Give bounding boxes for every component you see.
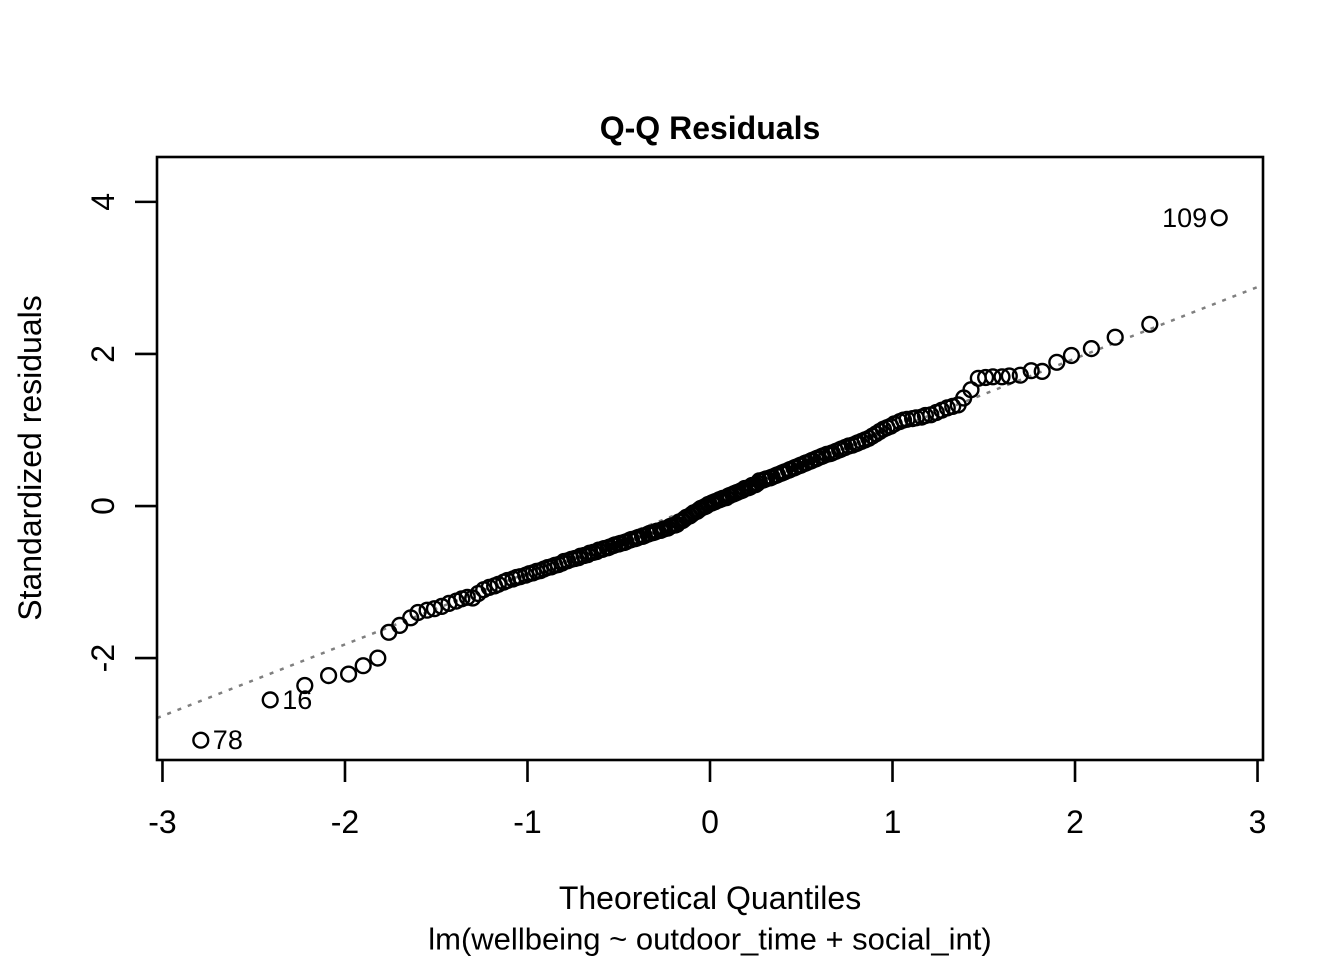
data-point (984, 368, 1002, 386)
x-tick-label: 2 (1066, 804, 1084, 840)
data-point (1141, 315, 1159, 333)
outlier-label-78: 78 (213, 725, 243, 755)
data-point (320, 666, 338, 685)
outlier-label-109: 109 (1162, 203, 1207, 233)
data-point (354, 657, 372, 675)
data-point (1210, 209, 1228, 227)
data-point (458, 588, 476, 606)
data-point (1011, 366, 1029, 384)
chart-title: Q-Q Residuals (600, 110, 821, 146)
x-axis: -3 -2 -1 0 1 2 3 (148, 760, 1266, 840)
data-point (1000, 367, 1018, 385)
data-point (296, 676, 314, 695)
data-point (1022, 362, 1040, 380)
data-point (993, 368, 1011, 386)
x-tick-label: -3 (148, 804, 176, 840)
y-tick-label: 4 (85, 193, 121, 211)
y-tick-label: 2 (85, 345, 121, 363)
y-axis-label: Standardized residuals (12, 295, 48, 621)
y-axis: -2 0 2 4 (85, 193, 157, 672)
data-point (1082, 340, 1101, 358)
points-layer (192, 209, 1228, 749)
data-point (1048, 353, 1066, 371)
data-point (1062, 346, 1081, 365)
data-point (261, 691, 279, 709)
y-tick-label: 0 (85, 497, 121, 515)
x-axis-label: Theoretical Quantiles (559, 880, 861, 916)
x-tick-label: 3 (1249, 804, 1267, 840)
data-point (192, 731, 210, 749)
outlier-labels-layer: 78 16 109 (213, 203, 1207, 755)
x-tick-label: -2 (331, 804, 359, 840)
x-tick-label: -1 (513, 804, 541, 840)
data-point (916, 406, 935, 425)
data-point (425, 600, 444, 618)
data-point (340, 665, 358, 683)
x-tick-label: 1 (884, 804, 902, 840)
data-point (409, 603, 427, 622)
model-formula-label: lm(wellbeing ~ outdoor_time + social_int… (428, 922, 991, 957)
data-point (1106, 328, 1124, 346)
x-tick-label: 0 (701, 804, 719, 840)
data-point (1033, 362, 1051, 381)
data-point (976, 368, 995, 387)
outlier-label-16: 16 (282, 685, 312, 715)
data-point (369, 649, 387, 667)
data-point (380, 623, 398, 641)
y-tick-label: -2 (85, 644, 121, 672)
